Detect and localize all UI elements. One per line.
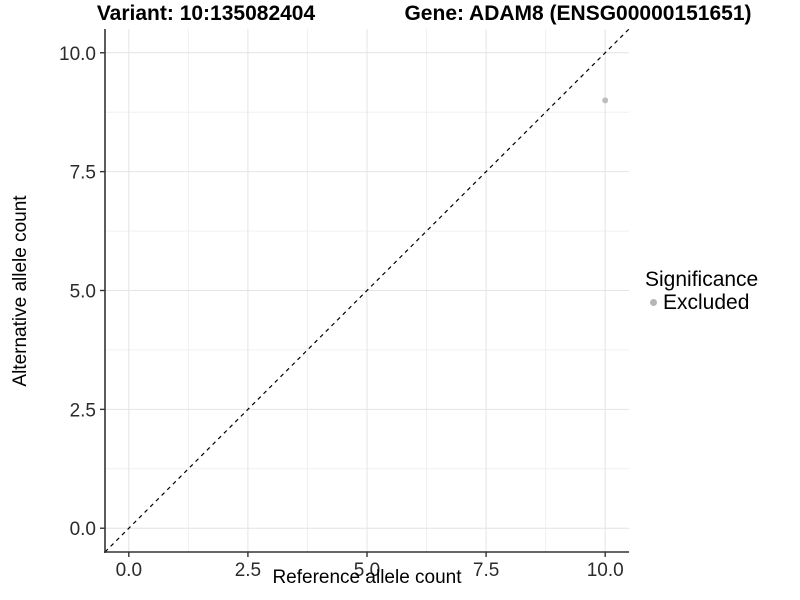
x-tick-label: 0.0 (116, 560, 142, 581)
y-axis-ticks: 0.0 2.5 5.0 7.5 10.0 (59, 44, 105, 540)
legend-item-label: Excluded (663, 291, 750, 314)
legend-point-icon (650, 299, 657, 306)
legend-title: Significance (645, 268, 759, 291)
x-tick-label: 10.0 (587, 560, 624, 581)
plot-title-gene: Gene: ADAM8 (ENSG00000151651) (404, 2, 752, 25)
plot-title-variant: Variant: 10:135082404 (96, 2, 316, 25)
legend-items: Excluded (645, 291, 758, 314)
legend-item: Excluded (645, 291, 758, 314)
y-tick-label: 0.0 (70, 519, 96, 540)
x-tick-label: 5.0 (354, 560, 380, 581)
y-tick-label: 2.5 (70, 400, 96, 421)
x-tick-label: 2.5 (235, 560, 261, 581)
x-axis-ticks: 0.0 2.5 5.0 7.5 10.0 (116, 552, 624, 581)
x-tick-label: 7.5 (473, 560, 499, 581)
legend: Significance Excluded (645, 268, 758, 314)
identity-dashed-line (104, 28, 630, 553)
x-axis-title: Reference allele count (272, 567, 462, 588)
y-tick-label: 7.5 (70, 163, 96, 184)
y-tick-label: 10.0 (59, 44, 96, 65)
data-point (602, 97, 609, 104)
y-axis-title: Alternative allele count (10, 195, 31, 387)
y-tick-label: 5.0 (70, 282, 96, 303)
